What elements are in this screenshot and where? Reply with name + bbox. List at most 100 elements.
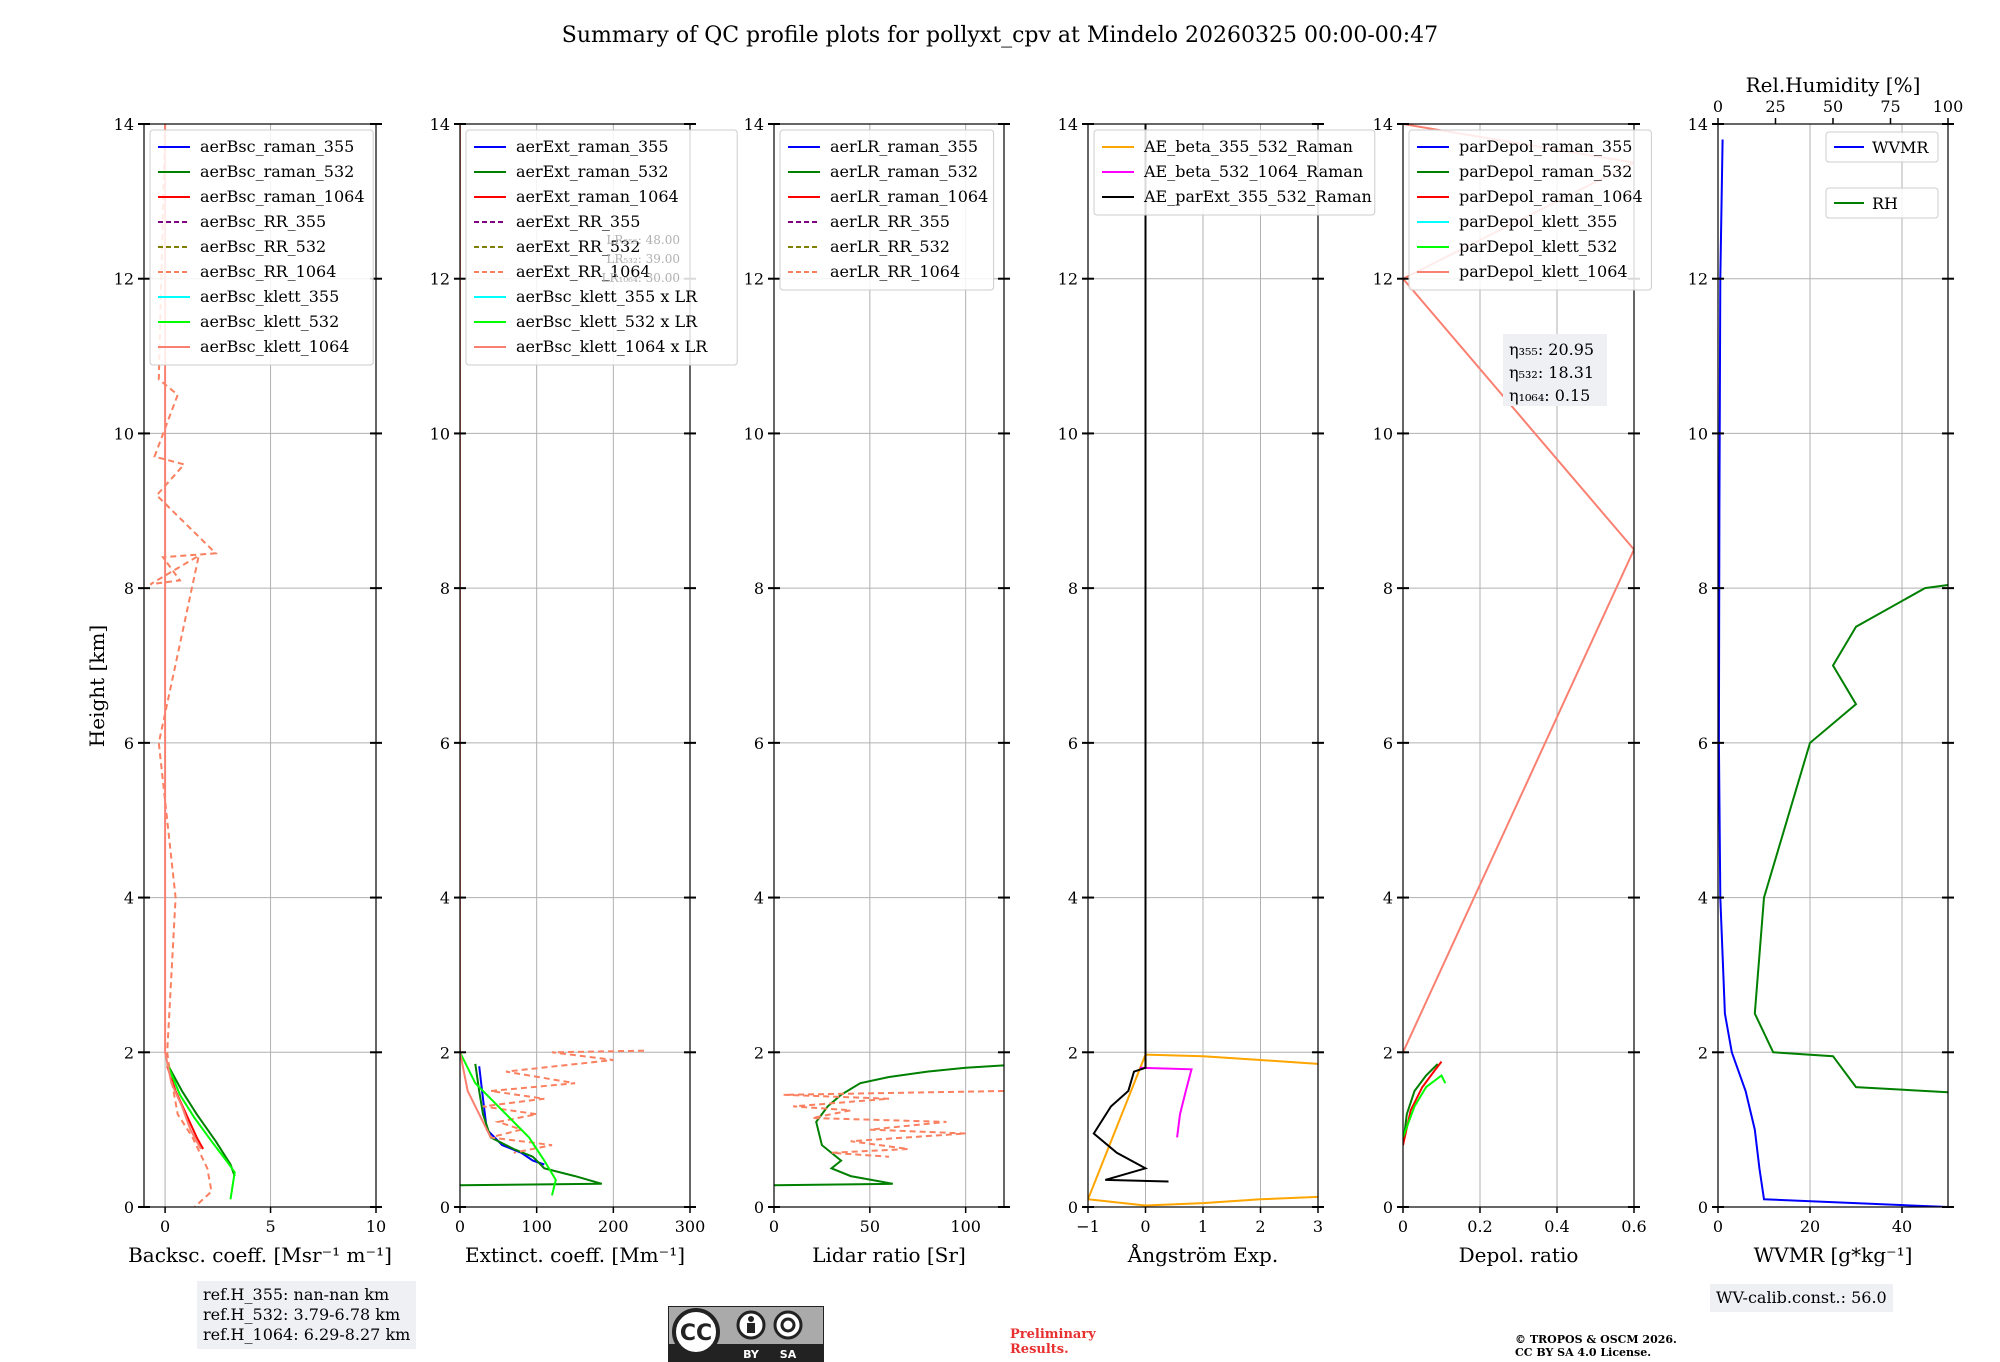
legend-label: aerLR_RR_355 xyxy=(830,212,950,231)
x-tick-label: 100 xyxy=(950,1217,981,1236)
panel-backscatter: 0 2 4 6 8 10 12 14 0 5 10 Backsc. coeff. [Msr⁻¹ m⁻¹… xyxy=(114,115,392,1267)
x-tick-label: 1 xyxy=(1198,1217,1208,1236)
ref-height-355: ref.H_355: nan-nan km xyxy=(203,1285,390,1304)
axes-frame xyxy=(143,123,377,1208)
x-tick-label: 10 xyxy=(366,1217,386,1236)
x-tick-label: 50 xyxy=(860,1217,880,1236)
series-group xyxy=(460,124,645,1196)
legend-label: aerExt_raman_532 xyxy=(516,162,669,181)
legend-label: aerLR_raman_532 xyxy=(830,162,978,181)
legend-label: aerBsc_klett_532 x LR xyxy=(516,312,698,331)
legend-label: aerExt_RR_1064 xyxy=(516,262,651,281)
series-line-parDepol_raman_532 xyxy=(1403,1063,1439,1146)
legend-label: aerLR_raman_1064 xyxy=(830,187,988,206)
series-group xyxy=(774,1064,1004,1187)
legend-frame xyxy=(1825,131,1939,163)
y-tick-label: 0 xyxy=(754,1198,764,1217)
series-line-RH xyxy=(1753,584,1948,1094)
y-tick-label: 10 xyxy=(430,424,450,443)
panel-extinction: 0 2 4 6 8 10 12 14 0 100 200 300 Extinct. coeff. [Mm… xyxy=(430,115,738,1267)
y-tick-label: 14 xyxy=(430,115,450,134)
y-tick-label: 14 xyxy=(1688,115,1708,134)
eta-annotation: η₃₅₅: 20.95 xyxy=(1509,340,1594,359)
x-tick-label: 0 xyxy=(1713,1217,1723,1236)
by-label: BY xyxy=(743,1348,760,1361)
lr-annotation: LR₅₃₂: 39.00 xyxy=(606,252,680,266)
legend-label: aerExt_raman_1064 xyxy=(516,187,679,206)
y-tick-label: 10 xyxy=(1373,424,1393,443)
legend: aerExt_raman_355 aerExt_raman_532 aerExt_r… xyxy=(465,129,738,366)
axes-frame xyxy=(773,123,1005,1208)
y-tick-label: 2 xyxy=(1068,1043,1078,1062)
y-tick-label: 6 xyxy=(440,734,450,753)
legend-label: aerBsc_RR_355 xyxy=(200,212,326,231)
legend-frame xyxy=(1408,129,1652,291)
legend-label: aerBsc_RR_532 xyxy=(200,237,326,256)
cc-by-sa-badge: CC BY SA xyxy=(668,1306,824,1362)
legend-label: AE_parExt_355_532_Raman xyxy=(1143,187,1372,206)
x-axis-label: Backsc. coeff. [Msr⁻¹ m⁻¹] xyxy=(128,1243,392,1267)
x-tick-label: 0 xyxy=(769,1217,779,1236)
cc-logo-text: CC xyxy=(680,1321,712,1346)
x-axis-label: Depol. ratio xyxy=(1459,1243,1579,1267)
top-x-tick-label: 0 xyxy=(1713,97,1723,116)
series-group xyxy=(1718,139,1948,1207)
y-axis-label: Height [km] xyxy=(85,625,109,747)
y-tick-label: 10 xyxy=(1058,424,1078,443)
y-tick-label: 2 xyxy=(754,1043,764,1062)
legend-label: AE_beta_355_532_Raman xyxy=(1143,137,1353,156)
copyright-line-1: © TROPOS & OSCM 2026. xyxy=(1515,1333,1677,1346)
legend: WVMR RH xyxy=(1825,131,1939,219)
legend-frame xyxy=(779,129,995,291)
y-tick-label: 0 xyxy=(1383,1198,1393,1217)
wv-calibration-box: WV-calib.const.: 56.0 xyxy=(1710,1284,1893,1312)
ref-height-532: ref.H_532: 3.79-6.78 km xyxy=(203,1305,401,1324)
x-tick-label: 0.2 xyxy=(1467,1217,1492,1236)
legend-label: aerExt_raman_355 xyxy=(516,137,669,156)
y-tick-label: 4 xyxy=(754,889,764,908)
lr-annotation: LR₁₀₆₄: 30.00 xyxy=(602,271,680,285)
x-tick-label: 2 xyxy=(1255,1217,1265,1236)
x-tick-label: 0 xyxy=(1140,1217,1150,1236)
y-tick-label: 2 xyxy=(1698,1043,1708,1062)
x-axis-label: Ångström Exp. xyxy=(1127,1242,1278,1267)
y-tick-label: 12 xyxy=(1058,270,1078,289)
x-tick-label: 200 xyxy=(598,1217,629,1236)
eta-annotation: η₁₀₆₄: 0.15 xyxy=(1509,386,1590,405)
y-tick-label: 4 xyxy=(440,889,450,908)
y-tick-label: 8 xyxy=(754,579,764,598)
panel-wvmr_rh: 0 2 4 6 8 10 12 14 0 20 40 WVMR [g*kg⁻¹] 0 25 50 75 100 R… xyxy=(1688,73,1964,1267)
preliminary-line-2: Results. xyxy=(1010,1342,1069,1357)
panel-depol: 0 2 4 6 8 10 12 14 0 0.2 0.4 0.6 Depol. ratio parDepo… xyxy=(1373,115,1652,1267)
legend-frame xyxy=(1825,187,1939,219)
copyright-line-2: CC BY SA 4.0 License. xyxy=(1515,1346,1652,1359)
top-x-tick-label: 75 xyxy=(1880,97,1900,116)
y-tick-label: 12 xyxy=(744,270,764,289)
legend-label: parDepol_raman_532 xyxy=(1459,162,1632,181)
y-tick-label: 2 xyxy=(1383,1043,1393,1062)
legend-label: aerLR_RR_532 xyxy=(830,237,950,256)
series-group xyxy=(1088,124,1318,1207)
wv-calibration-constant: WV-calib.const.: 56.0 xyxy=(1716,1288,1887,1307)
figure-title: Summary of QC profile plots for pollyxt_… xyxy=(562,23,1438,48)
y-tick-label: 8 xyxy=(124,579,134,598)
legend-frame xyxy=(465,129,738,366)
x-tick-label: 0 xyxy=(160,1217,170,1236)
x-tick-label: 300 xyxy=(675,1217,706,1236)
y-tick-label: 12 xyxy=(430,270,450,289)
x-tick-label: 0.6 xyxy=(1621,1217,1646,1236)
y-tick-label: 6 xyxy=(754,734,764,753)
legend-label: aerBsc_klett_355 xyxy=(200,287,339,306)
y-tick-label: 6 xyxy=(1383,734,1393,753)
legend: AE_beta_355_532_Raman AE_beta_532_1064_Ra… xyxy=(1093,129,1376,216)
y-tick-label: 4 xyxy=(1383,889,1393,908)
y-tick-label: 8 xyxy=(1383,579,1393,598)
y-tick-label: 8 xyxy=(1698,579,1708,598)
series-line-aerBsc_RR_1064 xyxy=(149,124,218,1207)
legend-label: aerBsc_klett_532 xyxy=(200,312,339,331)
series-line-aerLR_raman_532 xyxy=(774,1064,1004,1187)
legend-label: aerLR_raman_355 xyxy=(830,137,978,156)
y-tick-label: 4 xyxy=(1698,889,1708,908)
top-x-tick-label: 25 xyxy=(1765,97,1785,116)
axes-frame xyxy=(1402,123,1635,1208)
